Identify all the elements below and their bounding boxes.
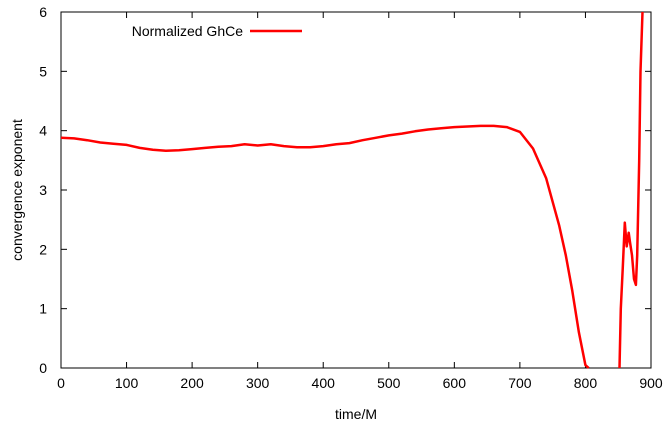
- y-axis-label: convergence exponent: [9, 119, 25, 261]
- ticks-layer: 0 100 200 300 400 500 600 700 800 900 0 1 2 3 4 5 6: [39, 4, 663, 391]
- x-tick-label: 800: [574, 375, 598, 391]
- legend: Normalized GhCe: [132, 23, 302, 39]
- y-tick-label: 3: [39, 182, 47, 198]
- x-tick-label: 100: [115, 375, 139, 391]
- y-tick-label: 0: [39, 360, 47, 376]
- plot-frame: [60, 11, 652, 369]
- x-tick-label: 900: [639, 375, 663, 391]
- x-tick-label: 0: [57, 375, 65, 391]
- x-tick-label: 200: [180, 375, 204, 391]
- x-tick-label: 600: [443, 375, 467, 391]
- series-line-1: [618, 11, 644, 369]
- x-tick-label: 400: [312, 375, 336, 391]
- x-tick-label: 300: [246, 375, 270, 391]
- x-axis-label: time/M: [335, 406, 377, 422]
- y-tick-label: 1: [39, 301, 47, 317]
- y-tick-label: 2: [39, 241, 47, 257]
- x-tick-label: 500: [377, 375, 401, 391]
- series-line-0: [60, 124, 590, 369]
- y-tick-label: 4: [39, 123, 47, 139]
- lines-layer: [60, 11, 644, 369]
- x-tick-label: 700: [508, 375, 532, 391]
- legend-label: Normalized GhCe: [132, 23, 243, 39]
- y-tick-label: 5: [39, 63, 47, 79]
- y-tick-label: 6: [39, 4, 47, 20]
